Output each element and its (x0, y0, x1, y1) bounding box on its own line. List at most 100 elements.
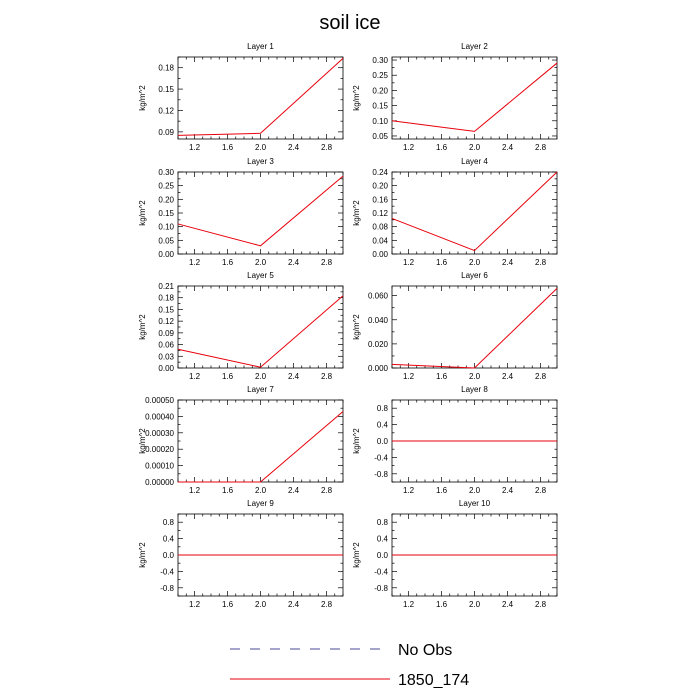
panel-2-ytick-label: 0.15 (372, 102, 388, 111)
panel-3-ytick-label: 0.00 (158, 250, 174, 259)
panel-7-xtick-label: 1.2 (189, 486, 201, 495)
panel-3-ytick-label: 0.30 (158, 168, 174, 177)
panel-6-ytick-label: 0.020 (368, 340, 389, 349)
panel-8-title: Layer 8 (461, 385, 488, 394)
panel-2-xtick-label: 1.2 (403, 143, 415, 152)
panel-9-ylabel: kg/m^2 (138, 542, 147, 568)
panel-2-xtick-label: 2.4 (502, 143, 514, 152)
panel-7-frame (177, 399, 344, 483)
panel-10-xtick-label: 2.0 (469, 600, 481, 609)
panel-1-ytick-label: 0.12 (158, 106, 174, 115)
panel-2-xtick-label: 1.6 (436, 143, 448, 152)
panel-5-ytick-label: 0.15 (158, 305, 174, 314)
panel-5: Layer 5 kg/m^2 1.2 1.6 2.0 2.4 2.8 0.00 0.03 0.06… (138, 271, 344, 381)
panel-9-title: Layer 9 (247, 499, 274, 508)
panel-4-ytick-label: 0.08 (372, 223, 388, 232)
panel-2-xtick-label: 2.8 (535, 143, 547, 152)
panel-6-title: Layer 6 (461, 271, 488, 280)
panel-4-series-line (391, 171, 558, 252)
panel-2-ytick-label: 0.25 (372, 71, 388, 80)
panel-3-xtick-label: 2.4 (288, 258, 300, 267)
panel-5-series-line (177, 295, 344, 368)
panel-5-xtick-label: 1.2 (189, 372, 201, 381)
panel-7-xtick-label: 2.0 (255, 486, 267, 495)
panel-1-ytick-label: 0.18 (158, 64, 174, 73)
panel-2-xtick-label: 2.0 (469, 143, 481, 152)
panel-7-series-line (178, 411, 344, 483)
panel-4-ytick-label: 0.12 (372, 209, 388, 218)
panel-3-ytick-label: 0.05 (158, 236, 174, 245)
panel-5-ytick-label: 0.03 (158, 352, 174, 361)
panel-2-series-line (391, 62, 558, 132)
panel-3: Layer 3 kg/m^2 1.2 1.6 2.0 2.4 2.8 0.00 0.05 0.10… (138, 157, 344, 267)
panel-5-ylabel: kg/m^2 (138, 314, 147, 340)
panel-6-xtick-label: 2.8 (535, 372, 547, 381)
panel-4-ytick-label: 0.20 (372, 182, 388, 191)
panel-3-xtick-label: 1.2 (189, 258, 201, 267)
panel-9-ytick-label: -0.4 (160, 567, 174, 576)
panel-8-ytick-label: 0.0 (377, 437, 389, 446)
panel-3-title: Layer 3 (247, 157, 274, 166)
panel-10-ytick-label: 0.0 (377, 551, 389, 560)
panel-4-ylabel: kg/m^2 (352, 200, 361, 226)
panel-10-ytick-label: -0.4 (374, 567, 388, 576)
panel-9-xtick-label: 1.6 (222, 600, 234, 609)
panel-9-ytick-label: -0.8 (160, 584, 174, 593)
panel-1: Layer 1 kg/m^2 1.2 1.6 2.0 2.4 2.8 0.09 0.12 0.15… (138, 42, 344, 152)
panel-2: Layer 2 kg/m^2 1.2 1.6 2.0 2.4 2.8 0.05 0.10 0.15… (352, 42, 558, 152)
panel-5-xtick-label: 2.0 (255, 372, 267, 381)
panel-2-ytick-label: 0.10 (372, 117, 388, 126)
panel-5-frame (177, 285, 344, 369)
panel-1-xtick-label: 1.6 (222, 143, 234, 152)
panel-5-ytick-label: 0.09 (158, 329, 174, 338)
panel-1-xtick-label: 2.0 (255, 143, 267, 152)
panel-6-ytick-label: 0.040 (368, 316, 389, 325)
panel-5-ytick-label: 0.00 (158, 364, 174, 373)
panel-6: Layer 6 kg/m^2 1.2 1.6 2.0 2.4 2.8 0.000 0.020 0.… (352, 271, 558, 381)
panel-7: Layer 7 kg/m^2 1.2 1.6 2.0 2.4 2.8 0.00000 0.000… (138, 385, 344, 495)
panel-3-frame (177, 171, 344, 255)
panel-10-xtick-label: 2.8 (535, 600, 547, 609)
legend: No Obs 1850_174 (230, 642, 469, 689)
panel-3-ytick-label: 0.15 (158, 209, 174, 218)
panel-1-frame (177, 56, 344, 140)
panel-7-ytick-label: 0.00000 (145, 478, 174, 487)
panel-5-xtick-label: 2.8 (321, 372, 333, 381)
panel-3-ytick-label: 0.20 (158, 195, 174, 204)
panel-3-ylabel: kg/m^2 (138, 200, 147, 226)
panel-4-title: Layer 4 (461, 157, 488, 166)
panel-6-xtick-label: 1.6 (436, 372, 448, 381)
panel-4-xtick-label: 1.2 (403, 258, 415, 267)
panel-5-xtick-label: 1.6 (222, 372, 234, 381)
panel-2-ylabel: kg/m^2 (352, 85, 361, 111)
panel-8-xtick-label: 2.4 (502, 486, 514, 495)
panel-2-ytick-label: 0.30 (372, 56, 388, 65)
panel-5-ytick-label: 0.06 (158, 341, 174, 350)
panel-2-ytick-label: 0.20 (372, 86, 388, 95)
panel-4-xtick-label: 1.6 (436, 258, 448, 267)
panel-4-ytick-label: 0.16 (372, 195, 388, 204)
panel-8-ytick-label: 0.8 (377, 404, 389, 413)
panel-4-ytick-label: 0.00 (372, 250, 388, 259)
panel-5-ytick-label: 0.21 (158, 282, 174, 291)
panels-grid: Layer 1 kg/m^2 1.2 1.6 2.0 2.4 2.8 0.09 0.12 0.15… (138, 42, 558, 609)
panel-8-xtick-label: 1.6 (436, 486, 448, 495)
panel-4-ytick-label: 0.04 (372, 236, 388, 245)
panel-9-ytick-label: 0.4 (163, 535, 175, 544)
figure-title: soil ice (319, 12, 380, 34)
panel-5-title: Layer 5 (247, 271, 274, 280)
panel-10-xtick-label: 2.4 (502, 600, 514, 609)
panel-9: Layer 9 kg/m^2 1.2 1.6 2.0 2.4 2.8 -0.8 -0.4 0.0 0… (138, 499, 344, 609)
panel-7-xtick-label: 2.4 (288, 486, 300, 495)
panel-1-xtick-label: 2.8 (321, 143, 333, 152)
panel-1-title: Layer 1 (247, 42, 274, 51)
panel-5-xtick-label: 2.4 (288, 372, 300, 381)
panel-6-ytick-label: 0.000 (368, 364, 389, 373)
panel-8-ytick-label: -0.8 (374, 470, 388, 479)
panel-8-xtick-label: 2.0 (469, 486, 481, 495)
panel-9-xtick-label: 1.2 (189, 600, 201, 609)
panel-1-xtick-label: 1.2 (189, 143, 201, 152)
panel-8-ytick-label: 0.4 (377, 421, 389, 430)
panel-9-ytick-label: 0.8 (163, 518, 175, 527)
